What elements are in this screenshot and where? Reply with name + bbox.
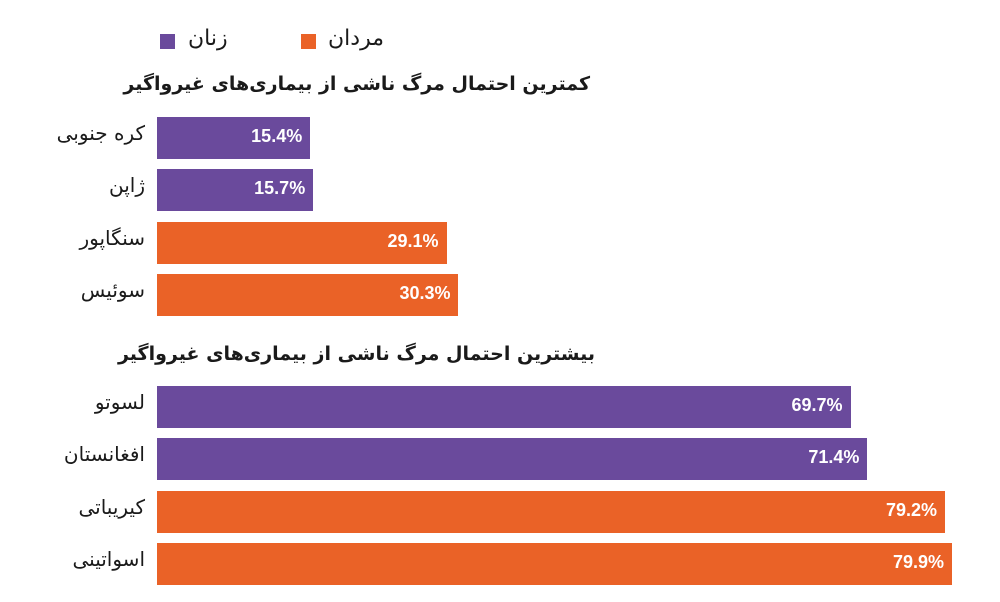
bar: 15.7% <box>157 169 314 212</box>
bar: 15.4% <box>157 117 311 159</box>
legend-label-men: مردان <box>328 26 384 51</box>
bar: 79.2% <box>157 490 946 533</box>
data-label: 79.9% <box>892 551 944 572</box>
data-label: 15.4% <box>251 126 303 146</box>
bar: 29.1% <box>157 221 447 264</box>
category-label: اسواتینی <box>72 546 145 571</box>
category-label: سوئیس <box>80 277 145 302</box>
data-label: 71.4% <box>808 447 860 468</box>
category-label: کره جنوبی <box>56 121 145 145</box>
legend-swatch-men <box>301 34 316 49</box>
group-title-lowest: کمترین احتمال مرگ ناشی از بیماری‌های غیر… <box>123 73 590 95</box>
data-label: 30.3% <box>399 282 451 303</box>
group-title-highest: بیشترین احتمال مرگ ناشی از بیماری‌های غی… <box>117 343 595 365</box>
category-label: سنگاپور <box>79 225 146 250</box>
category-label: کیریباتی <box>78 494 145 519</box>
data-label: 79.2% <box>885 499 938 520</box>
bar: 30.3% <box>157 273 459 316</box>
category-label: افغانستان <box>63 442 145 467</box>
bar: 71.4% <box>157 438 868 481</box>
data-label: 15.7% <box>254 178 306 199</box>
bar: 69.7% <box>157 386 851 428</box>
data-label: 69.7% <box>791 395 843 415</box>
data-label: 29.1% <box>387 230 439 251</box>
legend-swatch-women <box>160 34 175 49</box>
category-label: لسوتو <box>94 390 145 414</box>
category-label: ژاپن <box>108 173 145 198</box>
bar: 79.9% <box>157 542 952 585</box>
legend-label-women: زنان <box>188 26 228 51</box>
